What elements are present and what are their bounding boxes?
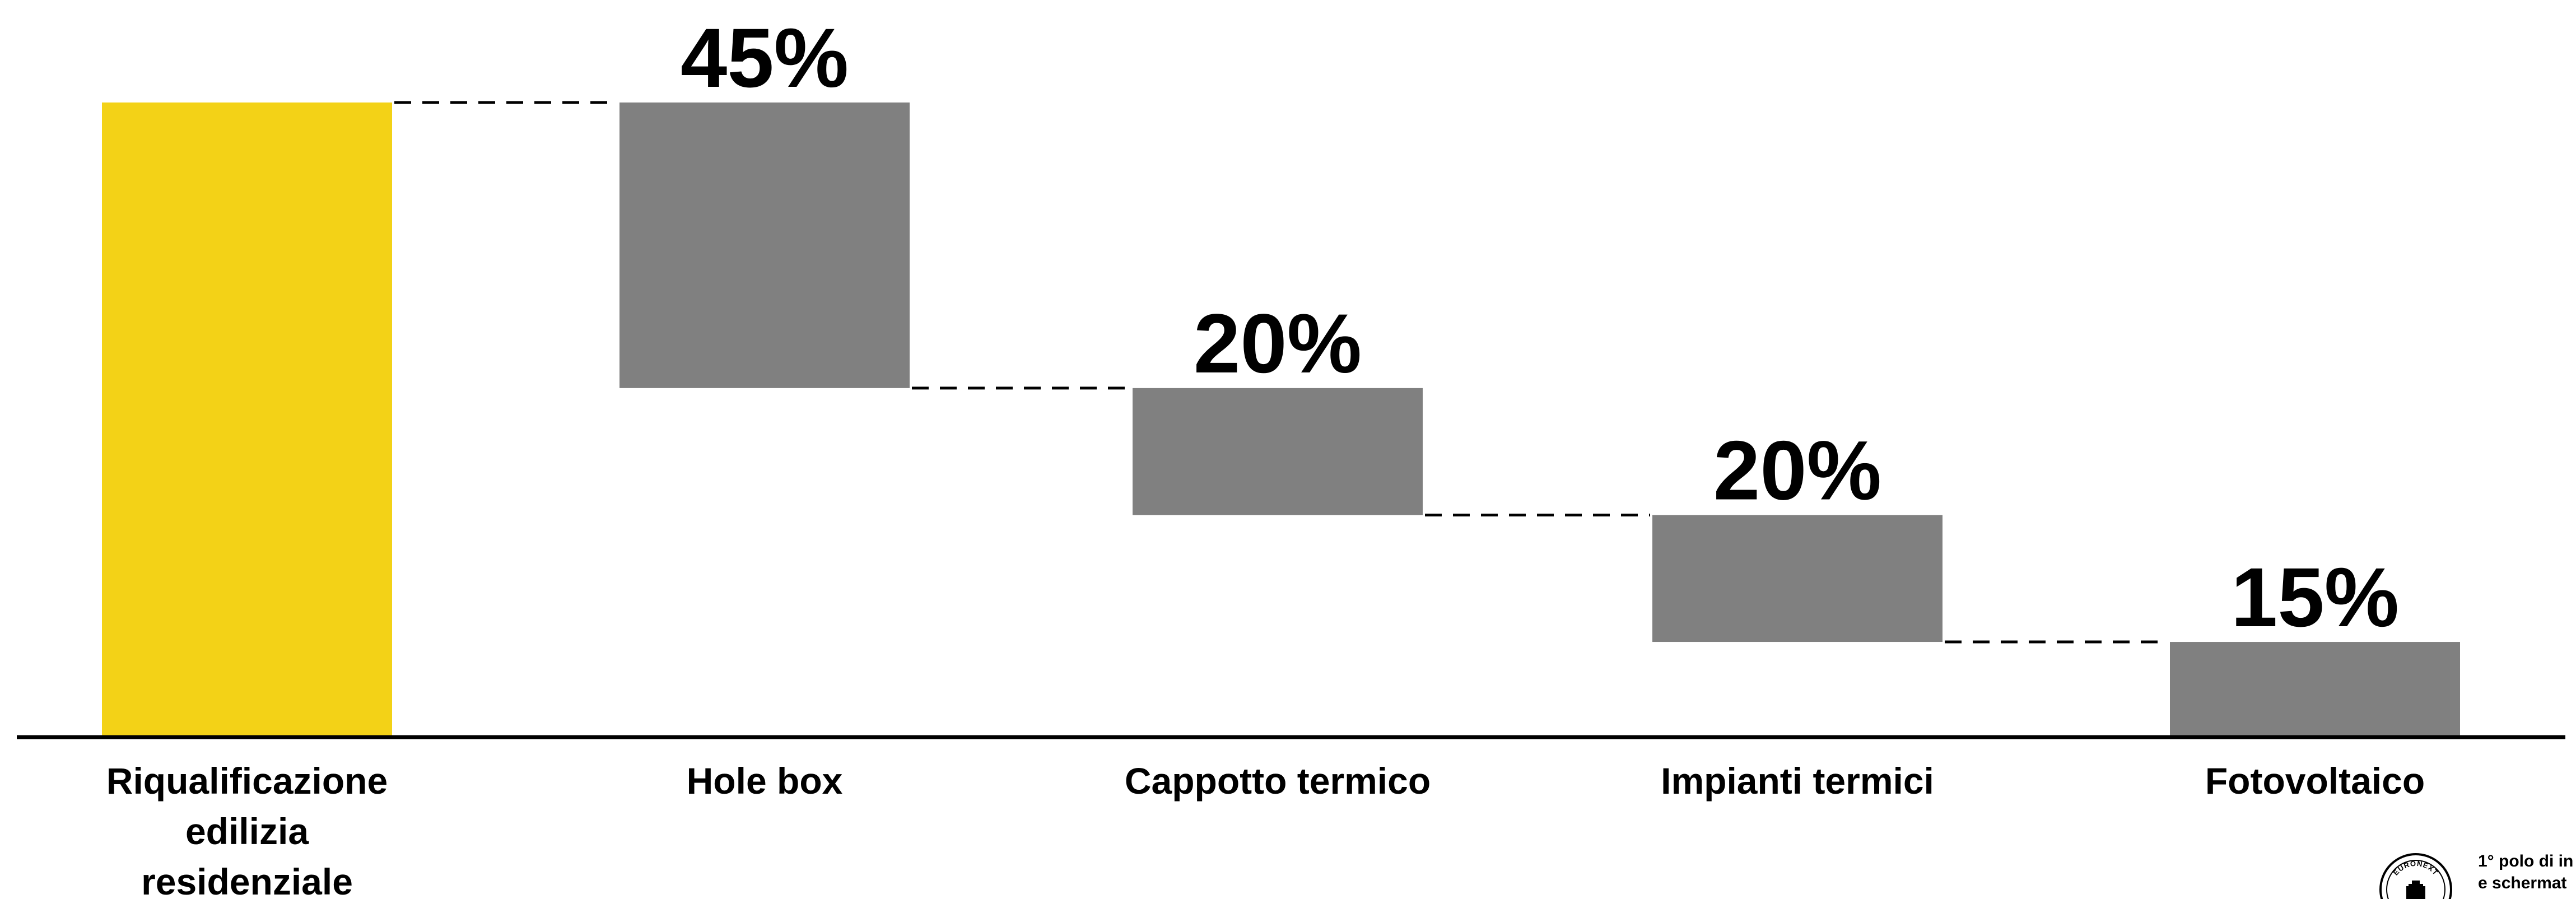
category-labels-layer: Riqualificazione edilizia residenziale Hole… — [106, 760, 2425, 899]
bar-5 — [2170, 642, 2460, 737]
euronext-seal-building-icon — [2406, 881, 2425, 899]
bars-layer — [102, 103, 2460, 737]
value-label-2: 45% — [681, 11, 849, 105]
category-label-line: Riqualificazione — [106, 760, 388, 802]
logo-text-line1: 1° polo di in — [2478, 852, 2573, 870]
value-labels-layer: 45% 20% 20% 15% — [681, 11, 2399, 644]
category-label-line: edilizia — [185, 811, 309, 852]
seal-text: EURONEXT — [2391, 859, 2440, 877]
euronext-seal-inner-ring — [2386, 860, 2445, 899]
category-label-4: Impianti termici — [1661, 760, 1934, 802]
bar-4 — [1652, 515, 1943, 642]
value-label-4: 20% — [1713, 423, 1881, 517]
category-label-1: Riqualificazione edilizia residenziale — [106, 760, 388, 899]
value-label-3: 20% — [1194, 296, 1362, 390]
bar-2 — [619, 103, 910, 388]
logo-text-line2: e schermat — [2478, 874, 2566, 892]
category-label-line: Hole box — [687, 760, 843, 802]
category-label-5: Fotovoltaico — [2205, 760, 2425, 802]
value-label-5: 15% — [2231, 550, 2399, 644]
connectors-layer — [394, 101, 2168, 644]
euronext-seal-icon — [2379, 853, 2452, 899]
category-label-line: Fotovoltaico — [2205, 760, 2425, 802]
category-label-line: Cappotto termico — [1125, 760, 1431, 802]
company-logo: EURONEXT 1° polo di in e schermat — [2379, 852, 2573, 899]
category-label-3: Cappotto termico — [1125, 760, 1431, 802]
category-label-2: Hole box — [687, 760, 843, 802]
bar-1 — [102, 103, 392, 737]
bar-3 — [1133, 388, 1423, 515]
category-label-line: residenziale — [141, 861, 353, 899]
category-label-line: Impianti termici — [1661, 760, 1934, 802]
